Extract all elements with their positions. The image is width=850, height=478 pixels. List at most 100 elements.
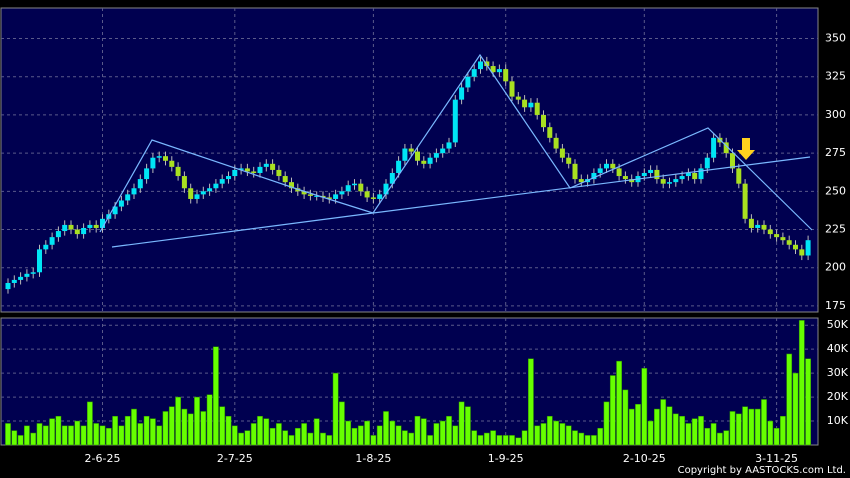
volume-bar xyxy=(143,415,150,446)
volume-bar xyxy=(698,415,704,446)
y-tick-label: 225 xyxy=(825,223,846,236)
volume-bar xyxy=(672,413,679,446)
candle-body xyxy=(667,182,672,184)
volume-bar xyxy=(490,430,496,446)
y-tick-label: 175 xyxy=(825,299,846,312)
x-tick-label: 1-9-25 xyxy=(488,452,524,465)
candle-body xyxy=(232,169,238,177)
trendline xyxy=(99,53,813,233)
volume-bar xyxy=(301,423,307,446)
candle-body xyxy=(144,168,150,180)
volume-bar xyxy=(118,425,125,446)
volume-bar xyxy=(219,406,226,446)
volume-bar xyxy=(231,425,238,446)
candle-body xyxy=(648,169,654,173)
volume-bar xyxy=(647,420,654,446)
candle-body xyxy=(522,99,528,108)
volume-bar xyxy=(225,415,232,446)
volume-bar xyxy=(42,425,49,446)
candle-body xyxy=(673,179,679,183)
candle-body xyxy=(730,153,735,169)
volume-bar xyxy=(666,406,673,446)
y-tick-label: 325 xyxy=(825,70,846,83)
candle-body xyxy=(553,137,559,149)
candle-body xyxy=(742,183,748,219)
volume-bar xyxy=(124,415,131,446)
candle-body xyxy=(131,188,137,195)
candle-body xyxy=(679,176,685,180)
candle-body xyxy=(163,156,168,161)
candle-body xyxy=(805,240,811,256)
volume-bar xyxy=(553,420,559,446)
volume-bar xyxy=(521,430,528,446)
volume-bar xyxy=(496,435,503,446)
volume-bar xyxy=(578,432,585,446)
volume-bar xyxy=(74,420,81,446)
volume-bar xyxy=(257,415,263,446)
candle-body xyxy=(188,188,194,199)
candle-body xyxy=(333,194,339,199)
volume-bar xyxy=(395,425,402,446)
candle-body xyxy=(572,163,578,180)
volume-bar xyxy=(332,372,339,446)
volume-bar xyxy=(641,368,648,446)
volume-bar xyxy=(528,358,534,446)
candle-body xyxy=(616,168,622,177)
candle-body xyxy=(364,191,370,198)
volume-bar xyxy=(99,425,106,446)
volume-bar xyxy=(559,423,566,446)
volume-bar xyxy=(660,399,667,446)
candle-body xyxy=(761,224,767,230)
candle-body xyxy=(181,176,187,189)
candle-body xyxy=(490,66,496,73)
volume-bar xyxy=(68,425,74,446)
volume-bar xyxy=(414,415,421,446)
volume-bar xyxy=(439,420,446,446)
volume-bar xyxy=(168,406,175,446)
y-tick-label: 40K xyxy=(827,342,849,355)
volume-bar xyxy=(61,425,68,446)
candle-body xyxy=(62,224,68,232)
candle-body xyxy=(207,188,213,192)
volume-bar xyxy=(282,430,289,446)
volume-bar xyxy=(654,408,660,446)
candle-body xyxy=(654,169,660,180)
candle-body xyxy=(37,249,42,273)
x-tick-label: 2-6-25 xyxy=(85,452,121,465)
volume-bar xyxy=(181,408,188,446)
volume-bar xyxy=(748,408,755,446)
candle-body xyxy=(622,176,628,180)
volume-bar xyxy=(402,430,408,446)
y-tick-label: 200 xyxy=(825,261,846,274)
candle-body xyxy=(723,142,729,154)
candle-body xyxy=(711,137,717,158)
volume-bar xyxy=(433,423,440,446)
candle-body xyxy=(660,179,666,184)
candle-body xyxy=(219,179,225,184)
volume-bar xyxy=(477,435,484,446)
candle-body xyxy=(465,76,471,88)
volume-bar xyxy=(288,435,295,446)
candle-body xyxy=(692,172,698,180)
candle-body xyxy=(150,157,156,169)
candle-body xyxy=(452,99,458,143)
candle-body xyxy=(591,172,597,180)
volume-bar xyxy=(5,423,11,446)
candle-body xyxy=(528,102,534,108)
volume-bar xyxy=(754,408,761,446)
y-tick-label: 275 xyxy=(825,146,846,159)
volume-bar xyxy=(584,435,591,446)
volume-bar xyxy=(137,423,144,446)
candle-body xyxy=(137,179,143,189)
arrow-icon xyxy=(737,138,755,160)
volume-bar xyxy=(735,413,742,446)
y-tick-label: 20K xyxy=(827,390,849,403)
candle-body xyxy=(81,227,87,235)
x-tick-label: 2-10-25 xyxy=(623,452,666,465)
volume-bar xyxy=(351,427,358,446)
candle-body xyxy=(282,176,288,183)
candle-body xyxy=(515,96,521,100)
volume-bar xyxy=(622,389,629,446)
volume-bar xyxy=(389,420,396,446)
x-tick-label: 3-11-25 xyxy=(755,452,798,465)
